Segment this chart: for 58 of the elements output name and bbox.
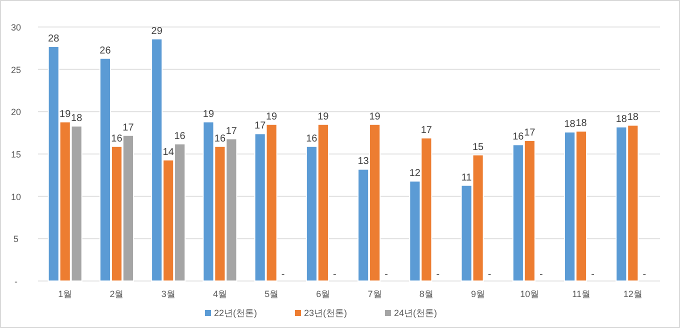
text: - — [642, 269, 646, 280]
y-tick-label: 20 — [10, 107, 22, 118]
data-label: 19 — [318, 111, 330, 122]
data-label: 16 — [512, 132, 524, 143]
data-label: 11 — [461, 172, 472, 184]
data-label: 16 — [111, 133, 123, 144]
x-tick-label: 3월 — [161, 289, 176, 299]
y-tick-label: - — [14, 276, 18, 286]
data-label: 19 — [369, 111, 381, 122]
data-label: 17 — [420, 124, 432, 136]
data-label: 14 — [162, 146, 174, 158]
text: - — [488, 269, 492, 280]
data-label: 17 — [226, 126, 238, 137]
x-tick-label: 10월 — [520, 289, 540, 299]
text: - — [539, 269, 543, 280]
data-label: 16 — [306, 133, 318, 144]
y-tick-label: 25 — [10, 64, 22, 75]
x-tick-label: 6월 — [316, 289, 330, 299]
y-tick-label: 30 — [10, 22, 22, 32]
legend-label: 22년(천톤) — [214, 308, 258, 318]
text: - — [591, 269, 594, 280]
data-label: 19 — [202, 108, 214, 120]
data-label: 18 — [71, 113, 83, 124]
legend-label: 24년(천톤) — [394, 308, 438, 318]
data-label: 26 — [100, 45, 112, 56]
data-label: 18 — [627, 112, 639, 124]
text: - — [436, 269, 440, 280]
x-tick-label: 4월 — [212, 289, 227, 299]
data-label: 16 — [214, 133, 226, 144]
data-label: 15 — [472, 142, 484, 153]
data-label: 29 — [151, 26, 163, 37]
data-label: 17 — [524, 127, 536, 138]
text: - — [281, 269, 285, 280]
text: - — [333, 269, 336, 280]
data-label: 19 — [266, 111, 278, 122]
data-label: 18 — [576, 118, 588, 130]
x-tick-label: 8월 — [419, 289, 434, 299]
y-tick-label: 10 — [10, 192, 22, 202]
x-tick-label: 12월 — [623, 289, 642, 299]
x-tick-label: 7월 — [368, 289, 382, 299]
data-label: 17 — [254, 120, 266, 132]
x-tick-label: 11월 — [572, 289, 590, 299]
data-label: 12 — [409, 168, 421, 180]
text: - — [384, 269, 388, 280]
data-label: 17 — [122, 122, 134, 134]
data-label: 13 — [358, 156, 370, 168]
x-tick-label: 2월 — [110, 289, 124, 299]
data-label: 28 — [48, 33, 60, 44]
y-tick-label: 15 — [10, 150, 22, 160]
data-label: 19 — [60, 108, 72, 120]
legend-label: 23년(천톤) — [304, 308, 348, 318]
y-tick-label: 5 — [13, 234, 19, 244]
x-tick-label: 1월 — [58, 289, 72, 299]
x-tick-label: 9월 — [471, 289, 486, 299]
data-label: 18 — [616, 114, 628, 125]
data-label: 18 — [564, 118, 576, 130]
data-label: 16 — [174, 130, 186, 142]
x-tick-label: 5월 — [264, 289, 279, 299]
